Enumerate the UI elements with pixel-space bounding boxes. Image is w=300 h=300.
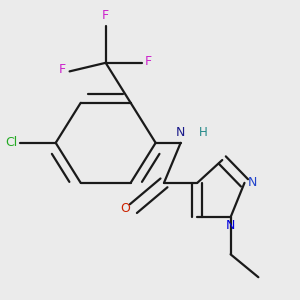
Text: N: N [248, 176, 257, 189]
Text: F: F [102, 9, 109, 22]
Text: F: F [145, 55, 152, 68]
Text: H: H [199, 126, 207, 140]
Text: N: N [176, 126, 185, 140]
Text: N: N [226, 220, 235, 232]
Text: O: O [120, 202, 130, 215]
Text: F: F [59, 64, 66, 76]
Text: Cl: Cl [5, 136, 17, 149]
